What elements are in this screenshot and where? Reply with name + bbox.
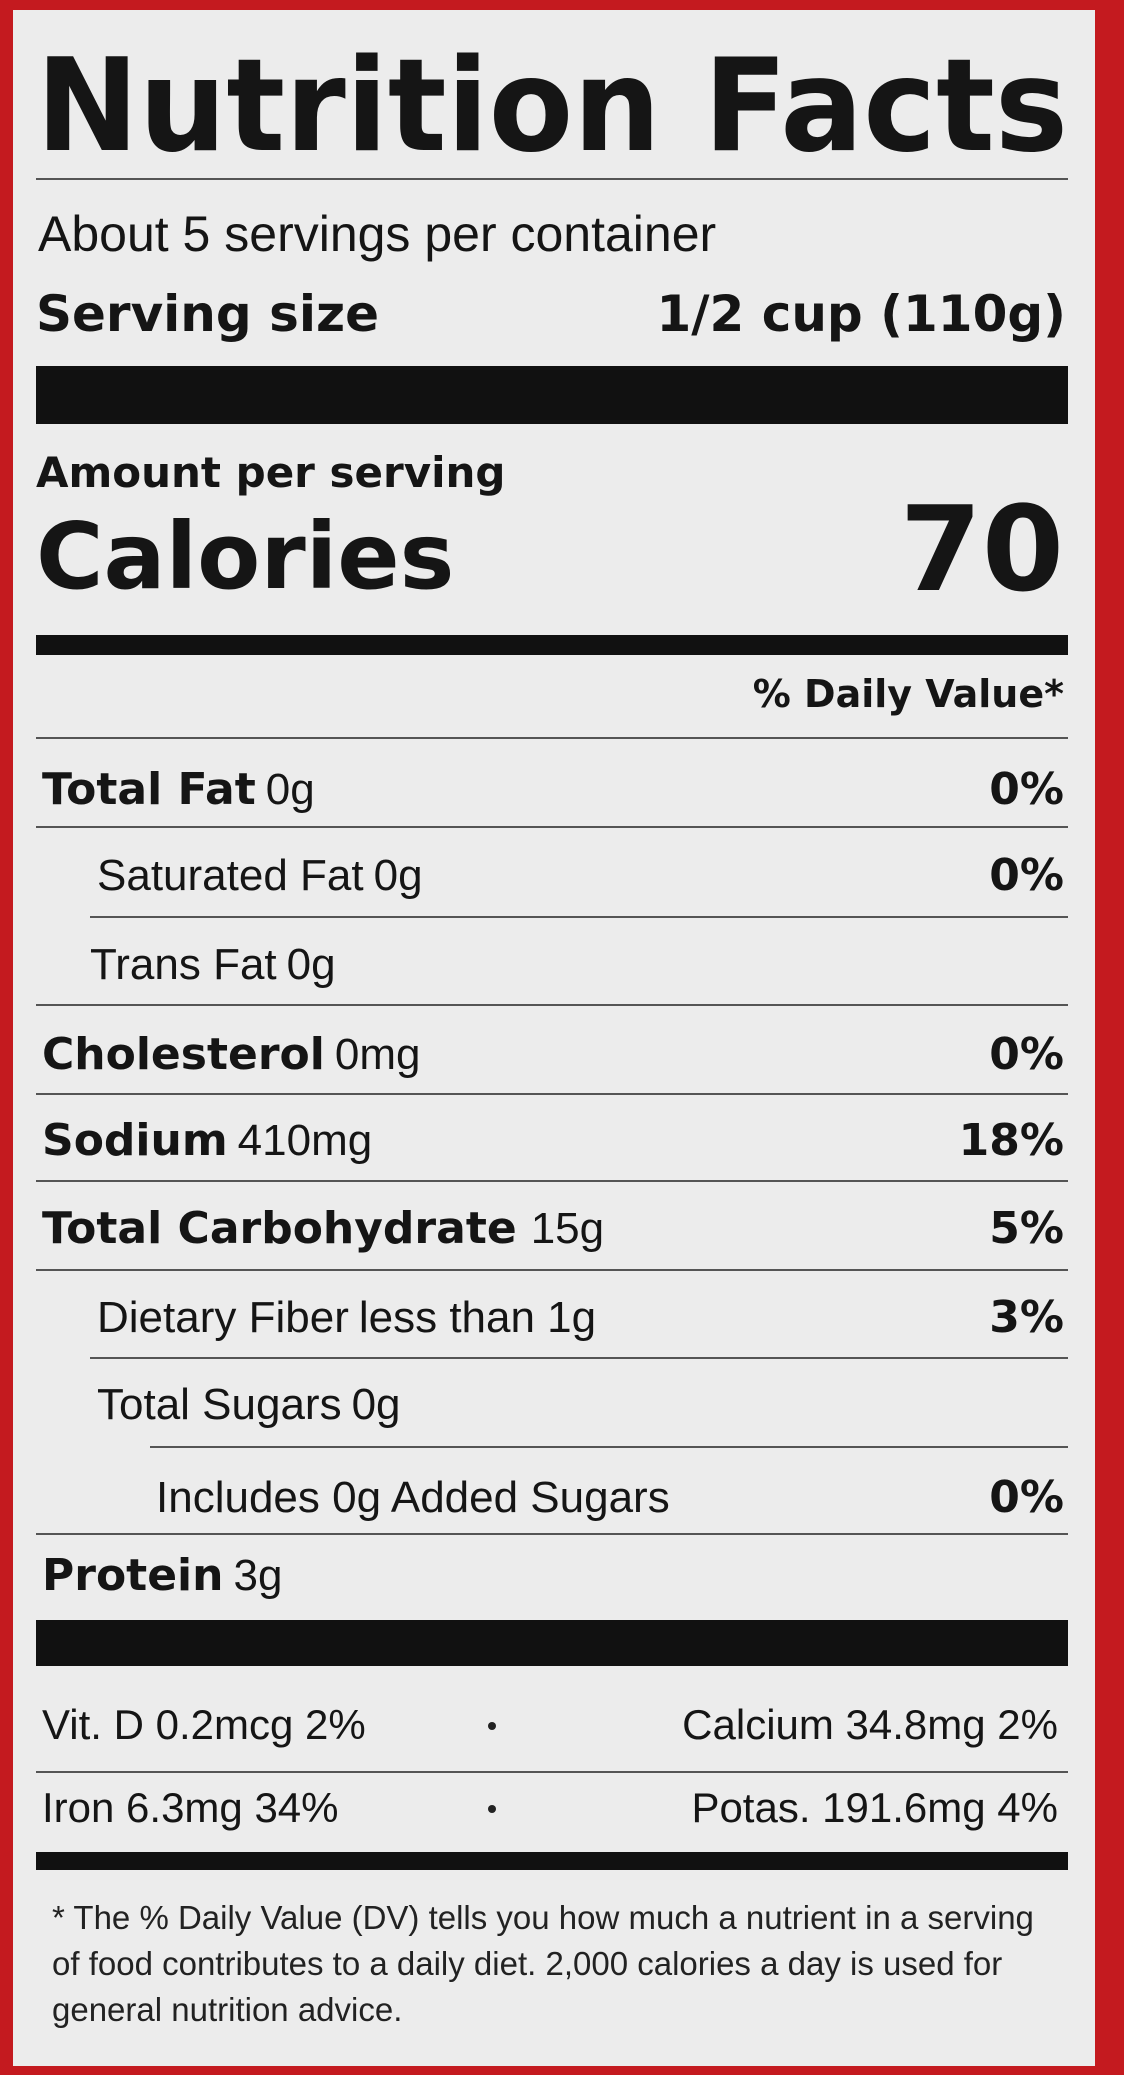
medium-bar bbox=[36, 1852, 1068, 1870]
calories-value: 70 bbox=[900, 480, 1064, 618]
nutrient-name: Trans Fat bbox=[90, 940, 277, 989]
serving-size-value: 1/2 cup (110g) bbox=[656, 285, 1066, 343]
nutrient-amount: less than 1g bbox=[359, 1293, 596, 1342]
micronutrient: Calcium 34.8mg 2% bbox=[682, 1701, 1058, 1748]
nutrient-name: Includes 0g Added Sugars bbox=[156, 1473, 670, 1522]
label-panel bbox=[13, 10, 1095, 2066]
nutrient-amount: 0g bbox=[287, 940, 336, 989]
nutrient-amount: 3g bbox=[233, 1551, 282, 1600]
nutrient-amount: 0g bbox=[352, 1380, 401, 1429]
thick-bar bbox=[36, 366, 1068, 424]
nutrient-name: Sodium bbox=[42, 1115, 228, 1166]
nutrient-amount: 0mg bbox=[335, 1030, 421, 1079]
nutrient-row: Dietary Fiber less than 1g bbox=[97, 1293, 596, 1342]
rule-lines bbox=[36, 737, 1068, 1535]
bullet bbox=[488, 1722, 496, 1730]
servings: About 5 servings per container bbox=[38, 206, 716, 262]
nutrient-dv: 0% bbox=[989, 764, 1064, 815]
nutrient-dv: 0% bbox=[989, 1029, 1064, 1080]
nutrient-amount: 410mg bbox=[238, 1116, 373, 1165]
nutrient-dv: 0% bbox=[989, 1472, 1064, 1523]
nutrient-dv: 18% bbox=[959, 1115, 1064, 1166]
title: Nutrition Facts bbox=[36, 32, 1068, 181]
micronutrient: Vit. D 0.2mcg 2% bbox=[42, 1701, 366, 1748]
nutrient-amount: 0g bbox=[266, 765, 315, 814]
nutrient-row: Sodium 410mg bbox=[42, 1115, 372, 1166]
nutrient-name: Total Sugars bbox=[97, 1380, 342, 1429]
nutrient-row: Cholesterol 0mg bbox=[42, 1029, 420, 1080]
footnote: * The % Daily Value (DV) tells you how m… bbox=[52, 1899, 1034, 2028]
nutrient-name: Saturated Fat bbox=[97, 851, 364, 900]
amount-per-serving: Amount per serving bbox=[36, 448, 505, 497]
nutrient-row: Total Fat 0g bbox=[42, 764, 315, 815]
nutrient-dv: 0% bbox=[989, 850, 1064, 901]
nutrient-amount: 15g bbox=[531, 1204, 604, 1253]
micronutrient: Potas. 191.6mg 4% bbox=[691, 1784, 1058, 1831]
nutrient-dv: 3% bbox=[989, 1292, 1064, 1343]
nutrient-name: Cholesterol bbox=[42, 1029, 325, 1080]
nutrient-amount: 0g bbox=[374, 851, 423, 900]
calories-label: Calories bbox=[36, 503, 454, 610]
bullet bbox=[488, 1805, 496, 1813]
medium-bar bbox=[36, 635, 1068, 655]
micronutrient: Iron 6.3mg 34% bbox=[42, 1784, 339, 1831]
nutrient-dv: 5% bbox=[989, 1203, 1064, 1254]
nutrient-row: Trans Fat 0g bbox=[90, 940, 336, 989]
nutrient-name: Total Carbohydrate bbox=[42, 1203, 517, 1254]
thick-bar bbox=[36, 1620, 1068, 1666]
dv-header: % Daily Value* bbox=[753, 672, 1064, 716]
serving-size-label: Serving size bbox=[36, 285, 379, 343]
nutrient-row: Total Sugars 0g bbox=[97, 1380, 401, 1429]
nutrient-row: Saturated Fat 0g bbox=[97, 851, 423, 900]
nutrient-row: Protein 3g bbox=[42, 1550, 282, 1601]
nutrient-name: Dietary Fiber bbox=[97, 1293, 349, 1342]
nutrient-name: Total Fat bbox=[42, 764, 256, 815]
nutrient-row: Total Carbohydrate 15g bbox=[42, 1203, 604, 1254]
nutrient-name: Protein bbox=[42, 1550, 223, 1601]
